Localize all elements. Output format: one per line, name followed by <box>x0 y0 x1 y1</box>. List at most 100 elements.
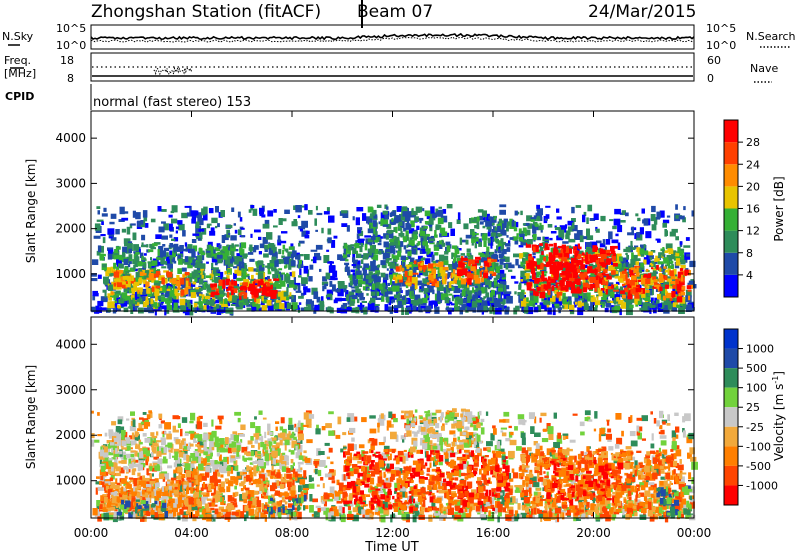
range-cell <box>493 277 499 281</box>
range-cell <box>151 280 154 283</box>
range-cell <box>180 305 187 312</box>
range-cell <box>101 221 104 225</box>
range-cell <box>134 252 139 259</box>
range-cell <box>463 294 469 298</box>
range-cell <box>506 247 511 252</box>
range-cell <box>149 411 153 418</box>
range-cell <box>593 428 597 432</box>
range-cell <box>384 291 387 297</box>
range-cell <box>586 217 589 224</box>
range-cell <box>193 303 198 308</box>
range-cell <box>181 282 186 289</box>
range-cell <box>547 261 552 267</box>
range-cell <box>91 306 96 313</box>
range-cell <box>285 250 288 253</box>
range-cell <box>532 225 537 234</box>
range-cell <box>534 261 537 267</box>
range-cell <box>449 301 453 304</box>
range-cell <box>268 278 272 282</box>
range-cell <box>262 283 267 290</box>
range-cell <box>679 280 685 286</box>
range-cell <box>222 285 226 289</box>
range-cell <box>322 285 325 292</box>
range-cell <box>474 285 478 288</box>
range-cell <box>314 304 320 312</box>
range-cell <box>608 231 613 240</box>
range-cell <box>145 285 148 289</box>
range-cell <box>532 222 538 225</box>
range-cell <box>577 255 581 260</box>
range-cell <box>261 264 265 268</box>
range-cell <box>584 254 589 262</box>
range-cell <box>685 237 690 241</box>
range-cell <box>589 218 596 221</box>
range-cell <box>483 296 487 299</box>
range-cell <box>125 280 128 284</box>
range-cell <box>532 256 536 259</box>
range-cell <box>480 300 488 306</box>
range-cell <box>499 264 503 270</box>
range-cell <box>630 288 636 294</box>
range-cell <box>565 268 568 272</box>
range-cell <box>166 288 171 292</box>
range-cell <box>483 216 488 223</box>
range-cell <box>586 228 590 237</box>
range-cell <box>371 209 377 216</box>
range-cell <box>536 204 540 209</box>
range-cell <box>192 259 195 265</box>
range-cell <box>580 273 586 280</box>
range-cell <box>380 272 386 278</box>
range-cell <box>464 304 468 310</box>
range-cell <box>503 218 508 222</box>
range-cell <box>370 297 376 303</box>
range-cell <box>273 209 277 213</box>
range-cell <box>176 281 181 286</box>
range-cell <box>357 239 364 245</box>
range-cell <box>305 230 310 234</box>
range-cell <box>641 291 646 298</box>
range-cell <box>348 291 355 300</box>
range-cell <box>534 416 537 424</box>
range-cell <box>558 253 563 258</box>
range-cell <box>597 264 601 269</box>
range-cell <box>557 286 560 290</box>
range-cell <box>672 297 679 300</box>
range-cell <box>226 264 231 271</box>
range-cell <box>489 272 493 278</box>
range-cell <box>662 222 667 228</box>
range-cell <box>489 292 495 298</box>
range-cell <box>561 277 566 282</box>
range-cell <box>417 255 423 262</box>
range-cell <box>133 244 139 251</box>
range-cell <box>264 219 270 227</box>
range-cell <box>520 292 525 299</box>
range-cell <box>215 206 219 213</box>
range-cell <box>586 247 591 255</box>
range-cell <box>654 284 660 288</box>
range-cell <box>524 513 528 516</box>
range-cell <box>600 279 606 285</box>
range-cell <box>541 251 544 255</box>
range-cell <box>535 291 539 297</box>
range-cell <box>610 246 615 252</box>
range-cell <box>145 296 149 302</box>
range-cell <box>578 295 581 301</box>
range-cell <box>631 275 637 281</box>
range-cell <box>417 241 421 246</box>
range-cell <box>625 253 628 255</box>
range-cell <box>180 289 185 296</box>
range-cell <box>482 287 488 293</box>
range-cell <box>121 228 127 233</box>
range-cell <box>486 298 491 306</box>
range-cell <box>515 258 519 266</box>
range-cell <box>400 435 406 440</box>
range-cell <box>522 239 528 243</box>
range-cell <box>323 501 327 507</box>
range-cell <box>554 303 559 307</box>
range-cell <box>154 307 157 316</box>
range-cell <box>529 278 535 284</box>
range-cell <box>515 498 518 503</box>
range-cell <box>249 258 255 262</box>
range-cell <box>652 269 657 274</box>
